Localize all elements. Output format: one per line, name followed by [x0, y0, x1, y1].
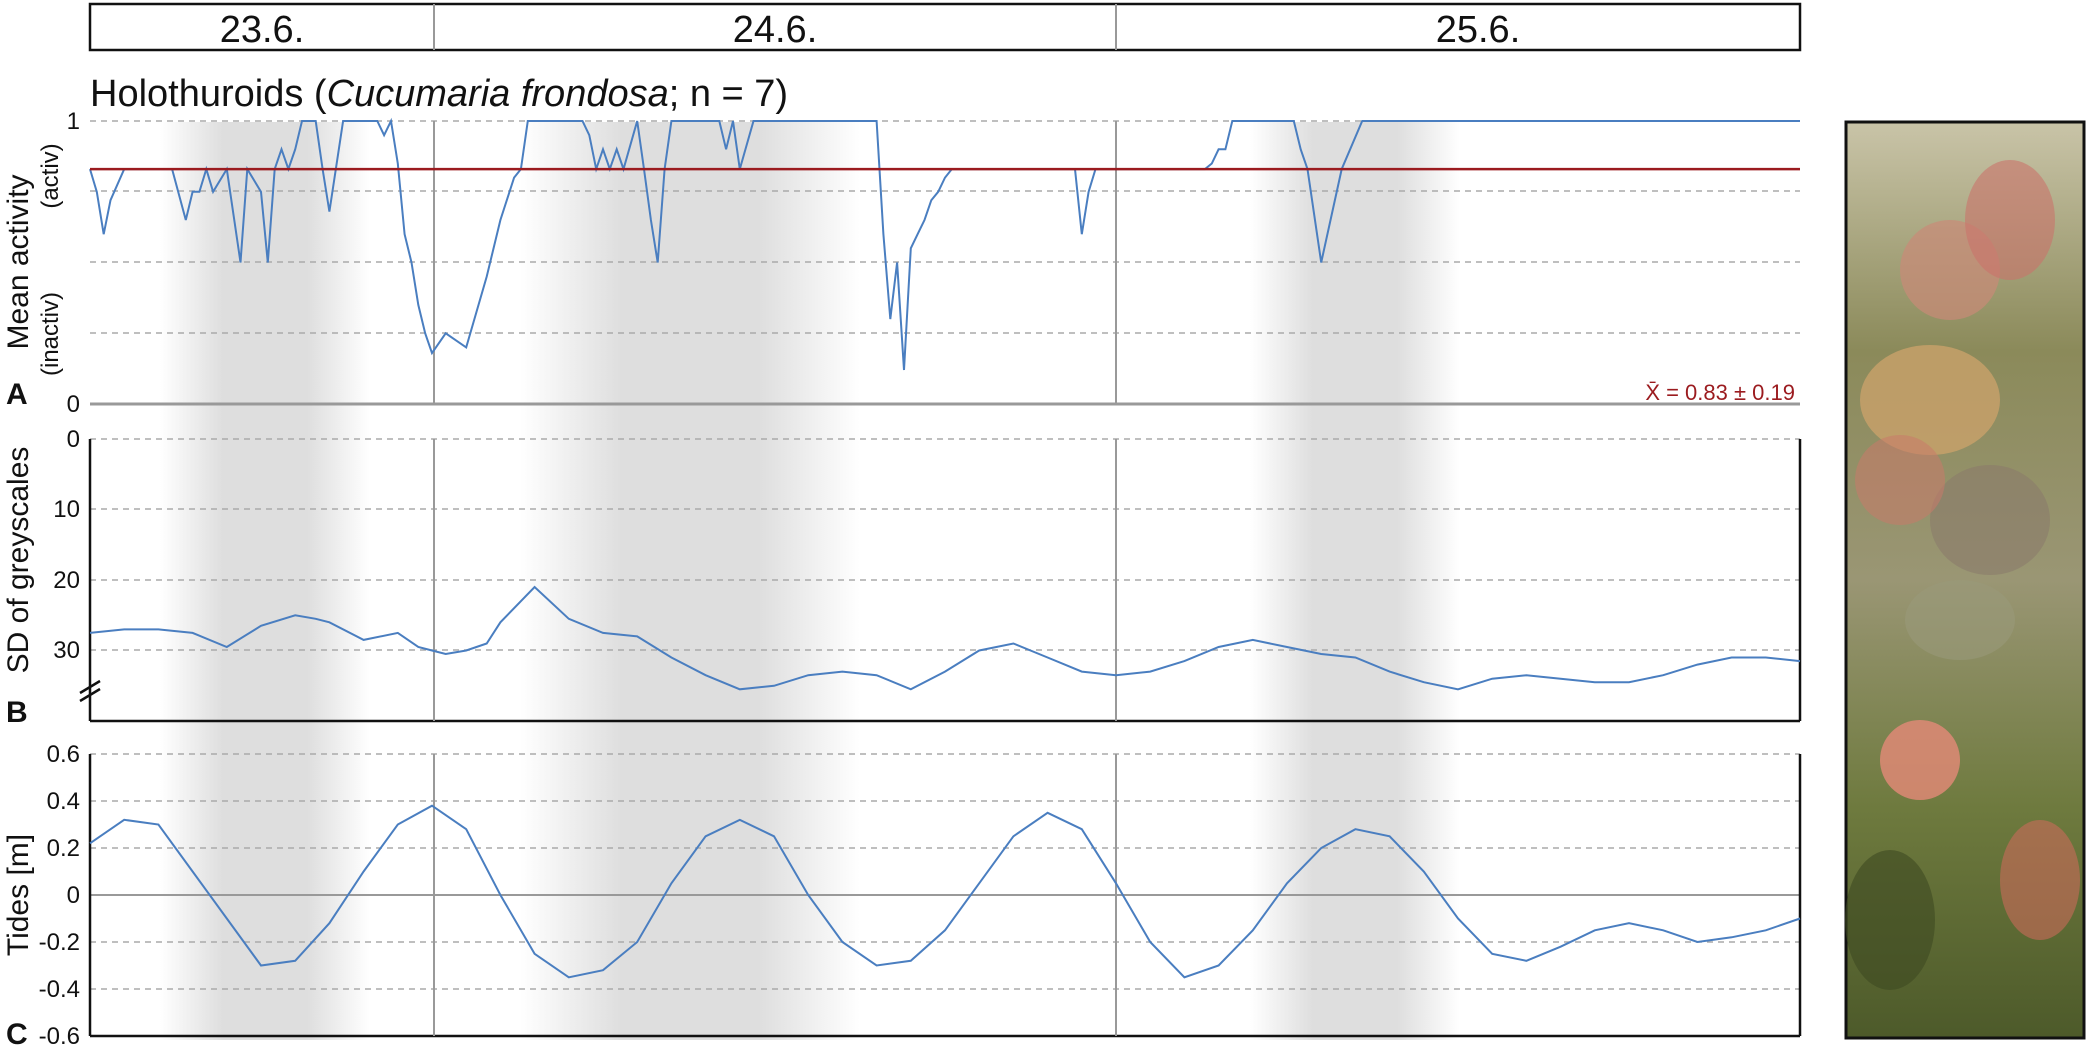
date-label-2: 24.6. [733, 9, 818, 51]
tick-c-0.2: 0.2 [47, 835, 80, 862]
panel-letter-a: A [6, 378, 28, 411]
panel-letter-b: B [6, 696, 28, 729]
title-species: Cucumaria frondosa [327, 73, 669, 115]
activity-line [89, 117, 1800, 371]
panel-a: 1 0 Mean activity (activ) (inactiv) A X̄… [2, 108, 1800, 418]
chart-title: Holothuroids (Cucumaria frondosa; n = 7) [90, 73, 788, 115]
title-prefix: Holothuroids ( [90, 73, 327, 115]
tick-b-20: 20 [53, 567, 80, 594]
ylabel-a-inactive: (inactiv) [37, 292, 64, 376]
tick-c-neg0.4: -0.4 [39, 976, 80, 1003]
tick-b-30: 30 [53, 637, 80, 664]
greyscale-sd-line [89, 585, 1801, 691]
tick-c-0.4: 0.4 [47, 788, 80, 815]
tick-a-bottom: 0 [67, 391, 80, 418]
panel-b: 0 10 20 30 SD of greyscales B [2, 426, 1802, 729]
title-suffix: ; n = 7) [669, 73, 788, 115]
date-label-1: 23.6. [220, 9, 305, 51]
ylabel-b: SD of greyscales [2, 447, 35, 674]
ylabel-a-active: (activ) [37, 143, 64, 208]
tick-b-10: 10 [53, 496, 80, 523]
tick-a-top: 1 [67, 108, 80, 135]
night-band [1250, 122, 1460, 1040]
tick-c-0: 0 [67, 882, 80, 909]
sea-cucumber-photo [1844, 120, 2086, 1040]
tick-c-0.6: 0.6 [47, 741, 80, 768]
mean-label: X̄ = 0.83 ± 0.19 [1645, 380, 1795, 405]
tick-c-neg0.6: -0.6 [39, 1023, 80, 1049]
tick-b-0: 0 [67, 426, 80, 453]
night-shading [160, 122, 1460, 1040]
tides-line [89, 804, 1801, 979]
axis-break-icon [79, 679, 101, 703]
panel-c: 0.6 0.4 0.2 0 -0.2 -0.4 -0.6 Tides [m] C [2, 741, 1802, 1049]
date-header: 23.6. 24.6. 25.6. [88, 2, 1802, 52]
night-band [520, 122, 860, 1040]
ylabel-c: Tides [m] [2, 834, 35, 956]
panel-letter-c: C [6, 1018, 28, 1049]
date-label-3: 25.6. [1436, 9, 1521, 51]
night-band [160, 122, 370, 1040]
ylabel-a: Mean activity [2, 174, 35, 349]
tick-c-neg0.2: -0.2 [39, 929, 80, 956]
